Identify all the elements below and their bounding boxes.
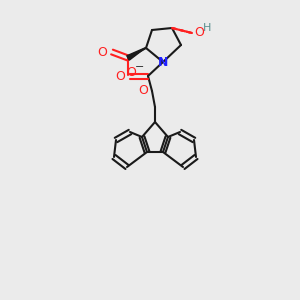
Text: O: O: [138, 85, 148, 98]
Text: H: H: [203, 23, 212, 33]
Polygon shape: [127, 48, 146, 60]
Text: O: O: [126, 65, 136, 79]
Text: O: O: [97, 46, 107, 59]
Text: −: −: [135, 62, 145, 72]
Text: O: O: [194, 26, 204, 40]
Text: N: N: [158, 56, 168, 68]
Text: O: O: [115, 70, 125, 83]
